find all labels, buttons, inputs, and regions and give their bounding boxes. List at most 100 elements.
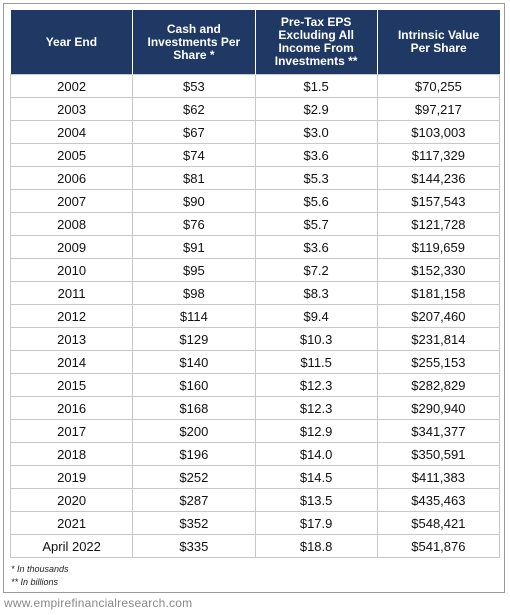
table-cell: $335 — [132, 534, 256, 558]
table-cell: $11.5 — [254, 350, 378, 374]
table-row: 2014 $140 $11.5 $255,153 — [9, 350, 501, 374]
table-cell: $62 — [132, 97, 256, 121]
table-cell: $140 — [132, 350, 256, 374]
table-cell: $168 — [132, 396, 256, 420]
table-cell: $74 — [132, 143, 256, 167]
table-cell: $7.2 — [254, 258, 378, 282]
table-cell: 2018 — [9, 442, 134, 466]
table-cell: $81 — [132, 166, 256, 190]
table-cell: $12.9 — [254, 419, 378, 443]
table-cell: $207,460 — [376, 304, 501, 328]
table-cell: $196 — [132, 442, 256, 466]
table-cell: $548,421 — [376, 511, 501, 535]
table-cell: 2017 — [9, 419, 134, 443]
table-cell: $95 — [132, 258, 256, 282]
table-cell: $341,377 — [376, 419, 501, 443]
table-cell: $90 — [132, 189, 256, 213]
table-row: 2002 $53 $1.5 $70,255 — [9, 74, 501, 98]
table-cell: $76 — [132, 212, 256, 236]
table-cell: 2009 — [9, 235, 134, 259]
table-cell: 2010 — [9, 258, 134, 282]
footnotes: * In thousands ** In billions — [11, 563, 69, 589]
header-row: Year End Cash and Investments Per Share *… — [10, 10, 500, 75]
column-header: Pre-Tax EPS Excluding All Income From In… — [254, 10, 378, 75]
table-cell: $97,217 — [376, 97, 501, 121]
table-cell: 2004 — [9, 120, 134, 144]
table-cell: 2006 — [9, 166, 134, 190]
table-cell: $129 — [132, 327, 256, 351]
table-cell: $17.9 — [254, 511, 378, 535]
table-cell: $12.3 — [254, 396, 378, 420]
table-row: 2011 $98 $8.3 $181,158 — [9, 281, 501, 305]
table-cell: $152,330 — [376, 258, 501, 282]
table-cell: 2003 — [9, 97, 134, 121]
table-cell: $70,255 — [376, 74, 501, 98]
table-cell: 2011 — [9, 281, 134, 305]
table-cell: $252 — [132, 465, 256, 489]
table-cell: $14.0 — [254, 442, 378, 466]
table-cell: $352 — [132, 511, 256, 535]
table-row: 2013 $129 $10.3 $231,814 — [9, 327, 501, 351]
table-cell: $1.5 — [254, 74, 378, 98]
table-cell: April 2022 — [9, 534, 134, 558]
table-cell: $91 — [132, 235, 256, 259]
table-cell: $121,728 — [376, 212, 501, 236]
source: www.empirefinancialresearch.com — [4, 596, 193, 610]
table-cell: 2002 — [9, 74, 134, 98]
table-row: 2016 $168 $12.3 $290,940 — [9, 396, 501, 420]
table-row: 2009 $91 $3.6 $119,659 — [9, 235, 501, 259]
frame — [3, 3, 505, 593]
table-cell: $14.5 — [254, 465, 378, 489]
table-cell: $2.9 — [254, 97, 378, 121]
table-cell: $3.6 — [254, 235, 378, 259]
table-cell: 2020 — [9, 488, 134, 512]
table-cell: 2007 — [9, 189, 134, 213]
table-cell: $411,383 — [376, 465, 501, 489]
table-row: 2008 $76 $5.7 $121,728 — [9, 212, 501, 236]
table-cell: 2005 — [9, 143, 134, 167]
table-cell: $8.3 — [254, 281, 378, 305]
table-cell: $160 — [132, 373, 256, 397]
table-cell: 2012 — [9, 304, 134, 328]
table-cell: $3.0 — [254, 120, 378, 144]
table-cell: $12.3 — [254, 373, 378, 397]
column-header: Year End — [10, 10, 133, 75]
table-cell: $18.8 — [254, 534, 378, 558]
table-cell: $53 — [132, 74, 256, 98]
table-row: 2004 $67 $3.0 $103,003 — [9, 120, 501, 144]
table-row: 2021 $352 $17.9 $548,421 — [9, 511, 501, 535]
table-row: 2006 $81 $5.3 $144,236 — [9, 166, 501, 190]
table-cell: $5.6 — [254, 189, 378, 213]
table-cell: $200 — [132, 419, 256, 443]
table-row: 2017 $200 $12.9 $341,377 — [9, 419, 501, 443]
table-cell: $114 — [132, 304, 256, 328]
column-header: Cash and Investments Per Share * — [132, 10, 255, 75]
table-cell: 2014 — [9, 350, 134, 374]
table-cell: $3.6 — [254, 143, 378, 167]
table-cell: $290,940 — [376, 396, 501, 420]
table-cell: 2021 — [9, 511, 134, 535]
table-cell: $231,814 — [376, 327, 501, 351]
table-cell: $144,236 — [376, 166, 501, 190]
table-row: April 2022 $335 $18.8 $541,876 — [9, 534, 501, 558]
table-cell: 2013 — [9, 327, 134, 351]
table-cell: $181,158 — [376, 281, 501, 305]
table-cell: $5.7 — [254, 212, 378, 236]
table-cell: $9.4 — [254, 304, 378, 328]
table-row: 2015 $160 $12.3 $282,829 — [9, 373, 501, 397]
footnote: ** In billions — [11, 577, 59, 587]
table-cell: $67 — [132, 120, 256, 144]
table-cell: $119,659 — [376, 235, 501, 259]
table-row: 2007 $90 $5.6 $157,543 — [9, 189, 501, 213]
table-row: 2010 $95 $7.2 $152,330 — [9, 258, 501, 282]
table-cell: 2015 — [9, 373, 134, 397]
table-row: 2018 $196 $14.0 $350,591 — [9, 442, 501, 466]
table-cell: $157,543 — [376, 189, 501, 213]
data-table: Year End Cash and Investments Per Share *… — [9, 10, 501, 558]
table-cell: $282,829 — [376, 373, 501, 397]
table-cell: $98 — [132, 281, 256, 305]
table-row: 2012 $114 $9.4 $207,460 — [9, 304, 501, 328]
table-row: 2020 $287 $13.5 $435,463 — [9, 488, 501, 512]
table-cell: $117,329 — [376, 143, 501, 167]
table-cell: $435,463 — [376, 488, 501, 512]
